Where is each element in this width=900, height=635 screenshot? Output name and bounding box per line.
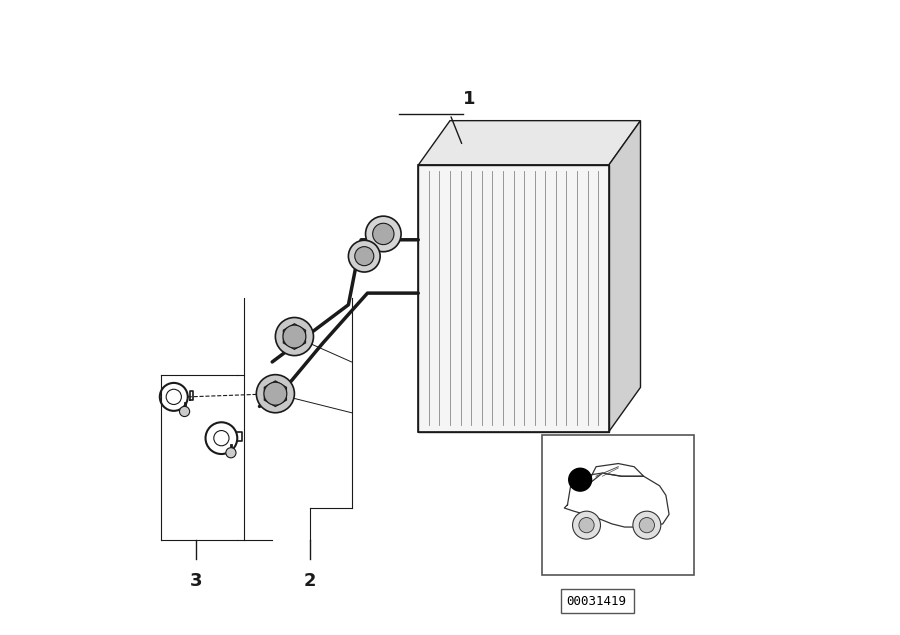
Text: 2: 2 [304, 572, 317, 589]
Circle shape [275, 318, 313, 356]
Circle shape [373, 224, 394, 244]
Circle shape [633, 511, 661, 539]
Circle shape [226, 448, 236, 458]
Text: 3: 3 [190, 572, 203, 589]
Circle shape [355, 246, 374, 265]
Polygon shape [608, 121, 641, 432]
Circle shape [639, 518, 654, 533]
Circle shape [579, 518, 594, 533]
Circle shape [179, 406, 190, 417]
Circle shape [348, 240, 380, 272]
Circle shape [256, 375, 294, 413]
Polygon shape [418, 165, 608, 432]
Polygon shape [265, 381, 286, 406]
Circle shape [569, 468, 591, 491]
Circle shape [283, 325, 306, 348]
Circle shape [572, 511, 600, 539]
Polygon shape [284, 324, 305, 349]
Polygon shape [418, 121, 641, 165]
Circle shape [264, 382, 287, 405]
Bar [542, 435, 695, 575]
Bar [561, 589, 634, 613]
Text: 00031419: 00031419 [566, 596, 626, 608]
Circle shape [365, 216, 401, 251]
Text: 1: 1 [463, 90, 475, 108]
